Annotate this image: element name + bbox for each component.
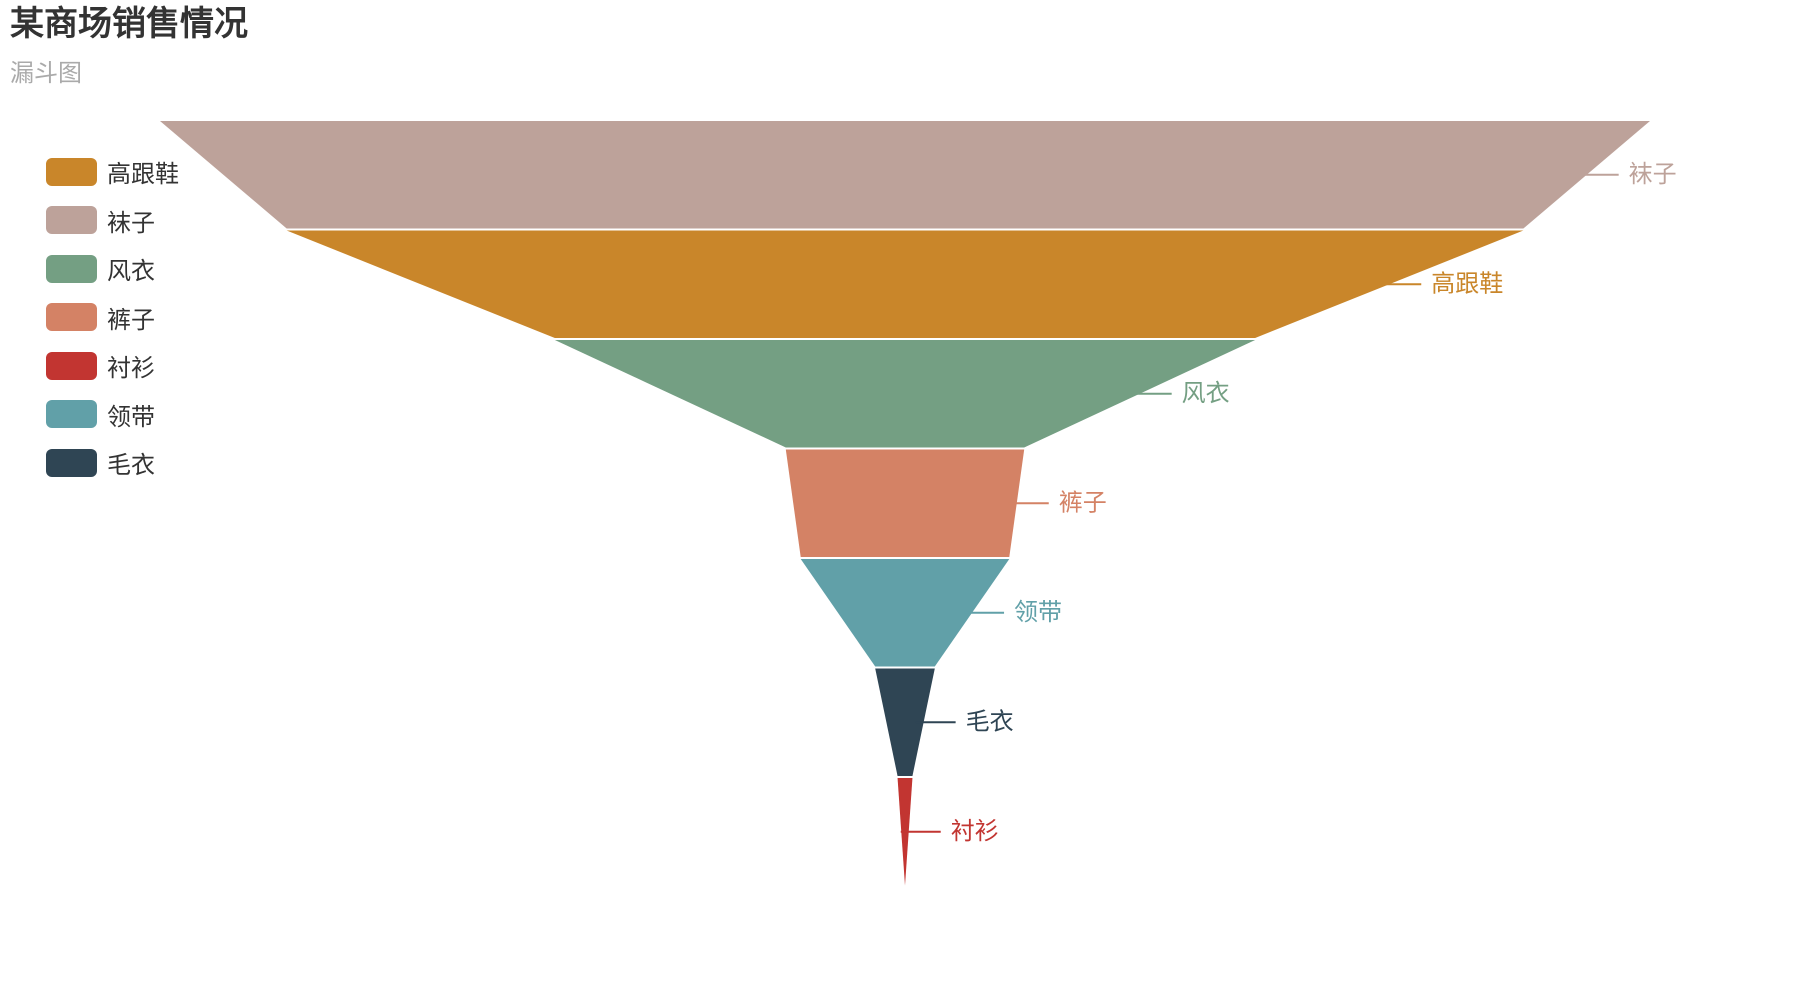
- legend-label-socks: 袜子: [107, 208, 155, 237]
- legend-item-windbreaker[interactable]: 风衣: [46, 254, 179, 285]
- funnel-slice-socks[interactable]: [160, 121, 1650, 229]
- funnel-label-sweater: 毛衣: [966, 707, 1014, 735]
- legend-swatch-windbreaker: [46, 254, 97, 283]
- legend-item-pants[interactable]: 裤子: [46, 303, 179, 334]
- legend-label-high-heels: 高跟鞋: [107, 160, 179, 188]
- legend-swatch-shirt: [46, 351, 97, 380]
- legend-item-shirt[interactable]: 衬衫: [46, 351, 179, 382]
- legend-label-pants: 裤子: [107, 305, 155, 334]
- legend-label-windbreaker: 风衣: [107, 257, 155, 285]
- funnel-slice-pants[interactable]: [785, 449, 1025, 558]
- funnel-slice-windbreaker[interactable]: [554, 340, 1256, 448]
- legend-item-sweater[interactable]: 毛衣: [46, 448, 179, 479]
- legend-item-socks[interactable]: 袜子: [46, 206, 179, 237]
- legend-item-high-heels[interactable]: 高跟鞋: [46, 157, 179, 188]
- chart-title: 某商场销售情况: [10, 4, 248, 44]
- funnel-label-shirt: 衬衫: [951, 817, 999, 845]
- legend-label-tie: 领带: [107, 402, 155, 431]
- funnel-label-high-heels: 高跟鞋: [1431, 269, 1503, 297]
- funnel-slice-tie[interactable]: [800, 559, 1010, 667]
- funnel-label-tie: 领带: [1014, 598, 1062, 626]
- legend-swatch-socks: [46, 206, 97, 234]
- funnel-label-windbreaker: 风衣: [1182, 379, 1230, 407]
- chart-subtitle: 漏斗图: [10, 59, 82, 87]
- legend-swatch-sweater: [46, 448, 97, 477]
- legend-label-shirt: 衬衫: [107, 354, 155, 382]
- legend-label-sweater: 毛衣: [107, 451, 155, 479]
- legend-swatch-tie: [46, 400, 97, 428]
- legend-item-tie[interactable]: 领带: [46, 400, 179, 431]
- legend-swatch-high-heels: [46, 157, 97, 186]
- funnel-slice-high-heels[interactable]: [286, 230, 1524, 339]
- funnel-label-socks: 袜子: [1629, 160, 1677, 188]
- legend: 高跟鞋 袜子 风衣 裤子 衬衫 领带 毛衣: [46, 157, 179, 497]
- funnel-label-pants: 裤子: [1059, 488, 1107, 516]
- funnel-slice-sweater[interactable]: [875, 668, 935, 777]
- legend-swatch-pants: [46, 303, 97, 331]
